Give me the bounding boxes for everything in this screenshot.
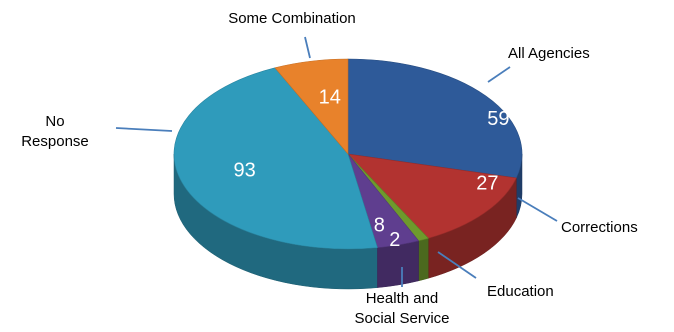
pie-slice-corrections	[347, 153, 517, 239]
value-label-all-agencies: 59	[487, 108, 509, 130]
pie-slice-no-response	[173, 67, 378, 250]
pie-slice-all-agencies	[347, 58, 523, 179]
value-label-health-and-social-service: 8	[374, 214, 385, 236]
value-label-no-response: 93	[233, 160, 255, 182]
value-label-education: 2	[389, 229, 400, 251]
value-labels: 59 27 28 93 14	[233, 86, 509, 251]
pie-sides	[173, 153, 523, 290]
leader-line-no-response	[115, 127, 173, 132]
category-label-education: Education	[487, 283, 554, 300]
pie-slices	[173, 58, 523, 250]
category-label-health-and-social-service: Health and Social Service	[354, 290, 449, 327]
category-labels: All Agencies Corrections Education Health a…	[21, 10, 637, 327]
leader-line-education	[437, 251, 477, 279]
category-label-some-combination: Some Combination	[228, 10, 356, 27]
leader-lines	[115, 36, 558, 287]
value-label-corrections: 27	[476, 173, 498, 195]
leader-line-some-combination	[304, 36, 311, 59]
leader-line-all-agencies	[487, 66, 511, 83]
category-label-no-response: No Response	[21, 113, 89, 150]
category-label-corrections: Corrections	[561, 219, 638, 236]
pie-slice-some-combination	[274, 58, 349, 155]
slice-side-education	[418, 237, 429, 282]
category-label-all-agencies: All Agencies	[508, 45, 590, 62]
leader-line-corrections	[517, 197, 558, 222]
value-label-some-combination: 14	[319, 86, 341, 108]
